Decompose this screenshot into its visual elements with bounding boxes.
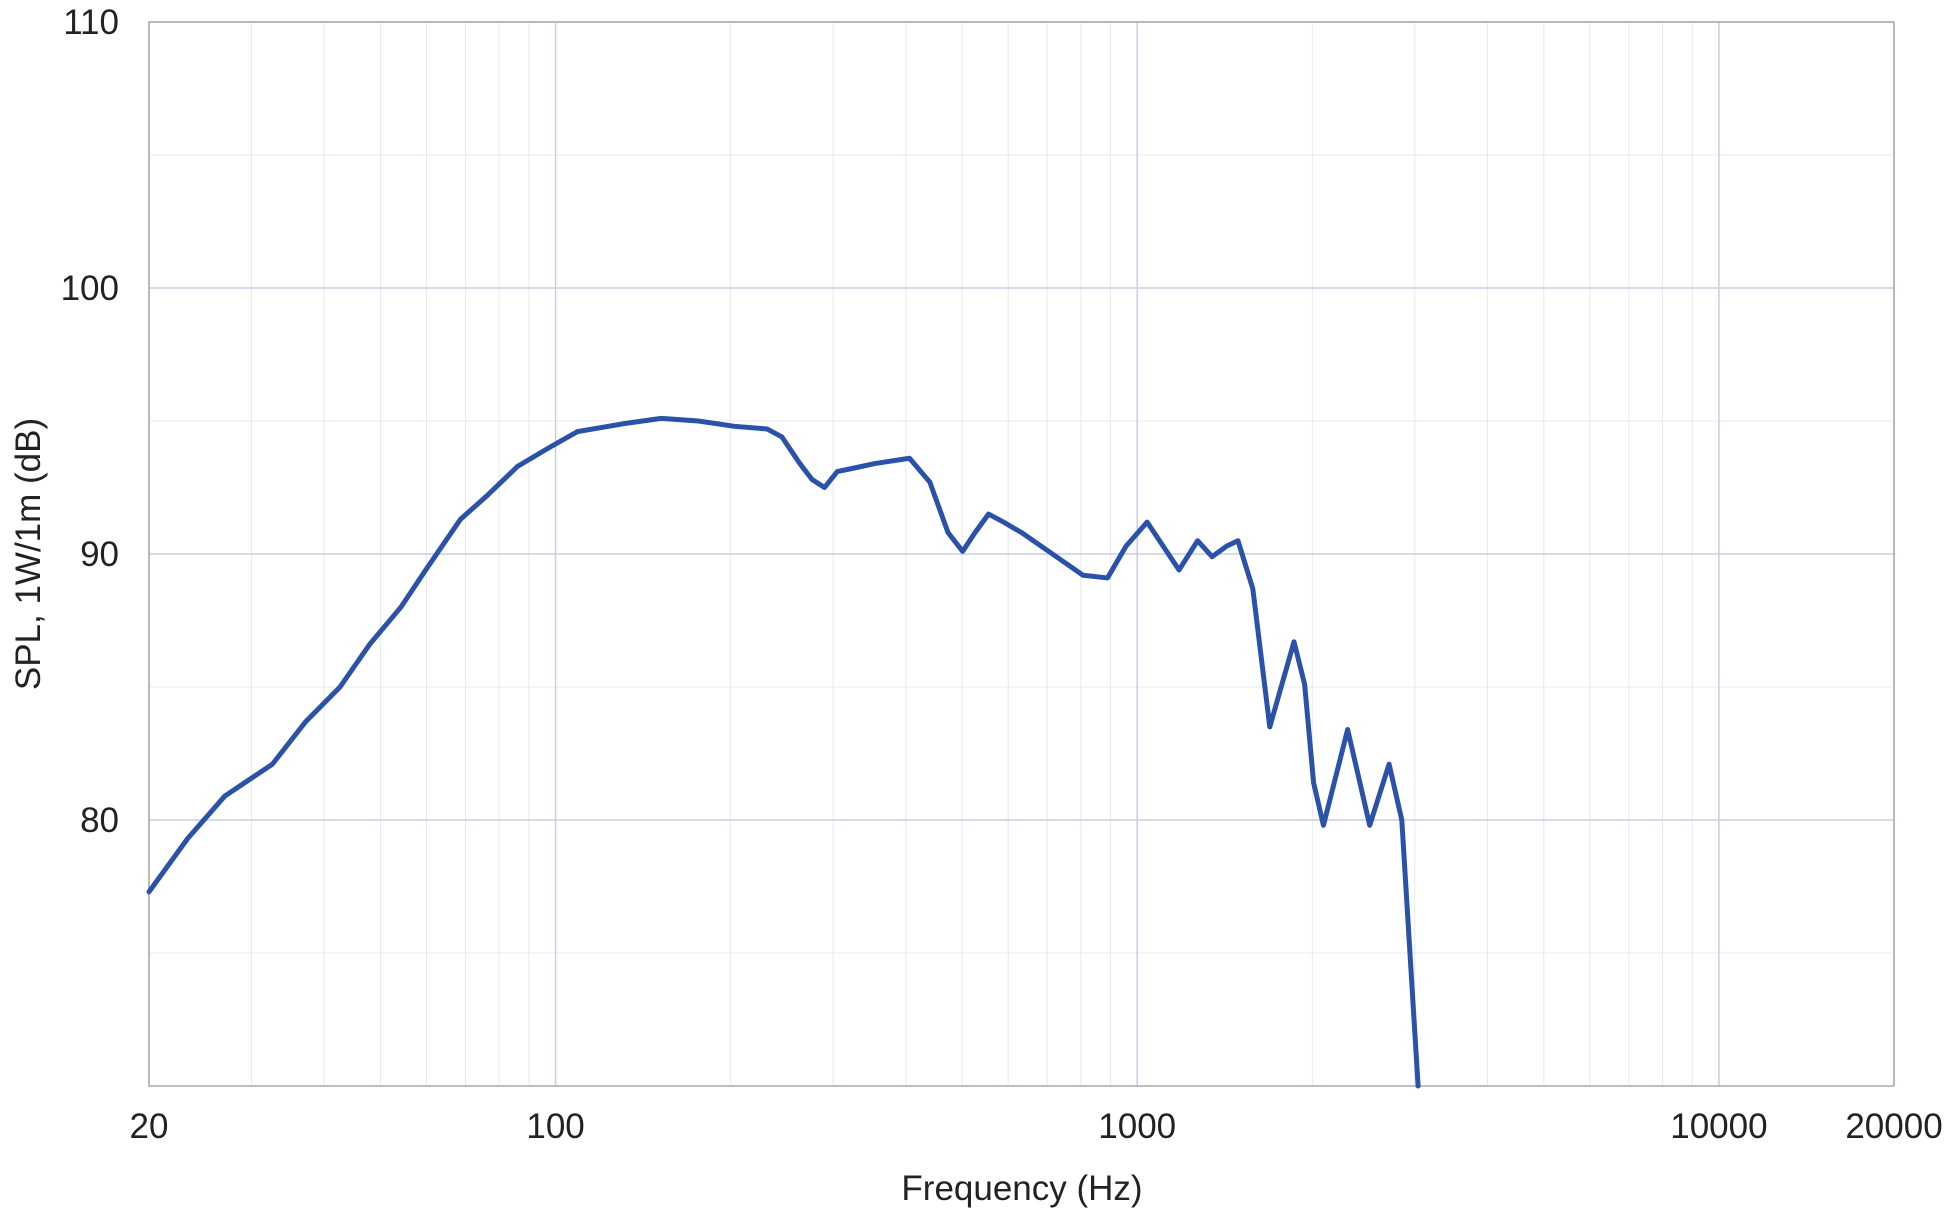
plot-frame (148, 21, 1895, 1087)
x-tick-label: 10000 (1670, 1107, 1767, 1146)
x-tick-label: 1000 (1098, 1107, 1176, 1146)
x-axis-label: Frequency (Hz) (901, 1169, 1142, 1208)
x-tick-label: 20000 (1845, 1107, 1942, 1146)
y-axis-label: SPL, 1W/1m (dB) (9, 418, 48, 690)
y-tick-label: 110 (63, 3, 119, 42)
y-tick-label: 80 (80, 801, 119, 840)
x-tick-label: 20 (130, 1107, 169, 1146)
series-line (146, 415, 1421, 1089)
x-tick-label: 100 (526, 1107, 584, 1146)
y-tick-label: 100 (61, 269, 119, 308)
y-tick-label: 90 (80, 535, 119, 574)
